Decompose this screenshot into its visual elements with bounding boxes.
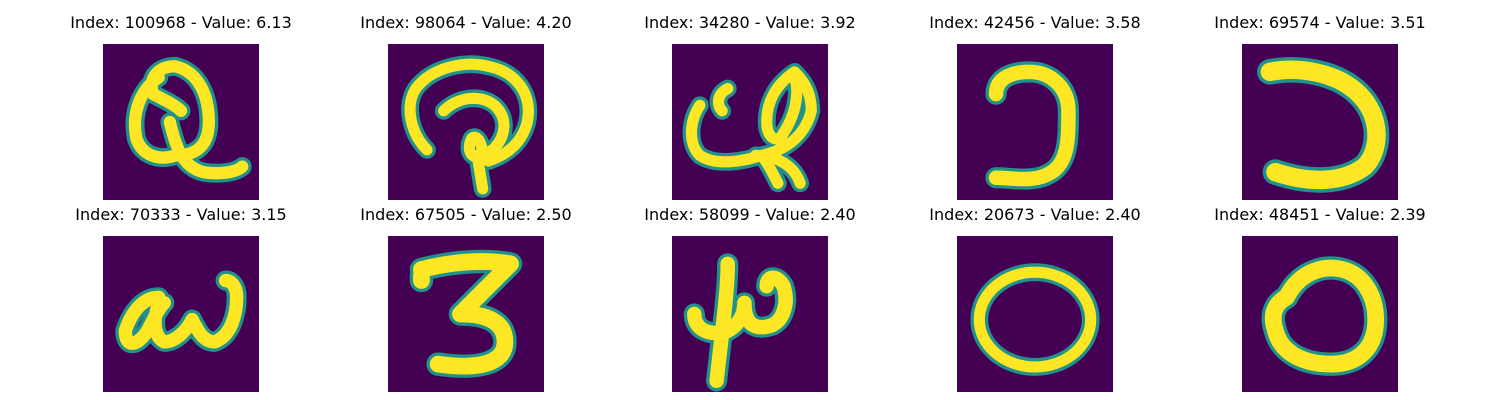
- handwritten-glyph-image: [103, 44, 259, 200]
- image-panel-1: Index: 100968 - Value: 6.13: [70, 14, 292, 200]
- image-panel-10: Index: 48451 - Value: 2.39: [1214, 206, 1426, 392]
- panel-title: Index: 69574 - Value: 3.51: [1214, 13, 1426, 32]
- panel-title: Index: 48451 - Value: 2.39: [1214, 205, 1426, 224]
- image-panel-9: Index: 20673 - Value: 2.40: [929, 206, 1141, 392]
- panel-title: Index: 42456 - Value: 3.58: [929, 13, 1141, 32]
- image-panel-5: Index: 69574 - Value: 3.51: [1214, 14, 1426, 200]
- panel-title: Index: 98064 - Value: 4.20: [360, 13, 572, 32]
- panel-title: Index: 58099 - Value: 2.40: [644, 205, 856, 224]
- image-panel-3: Index: 34280 - Value: 3.92: [644, 14, 856, 200]
- panel-title: Index: 67505 - Value: 2.50: [360, 205, 572, 224]
- handwritten-glyph-image: [388, 236, 544, 392]
- handwritten-glyph-image: [103, 236, 259, 392]
- panel-title: Index: 100968 - Value: 6.13: [70, 13, 292, 32]
- panel-title: Index: 34280 - Value: 3.92: [644, 13, 856, 32]
- handwritten-glyph-image: [672, 236, 828, 392]
- handwritten-glyph-image: [388, 44, 544, 200]
- handwritten-glyph-image: [672, 44, 828, 200]
- panel-title: Index: 20673 - Value: 2.40: [929, 205, 1141, 224]
- image-panel-2: Index: 98064 - Value: 4.20: [360, 14, 572, 200]
- image-panel-7: Index: 67505 - Value: 2.50: [360, 206, 572, 392]
- handwritten-glyph-image: [957, 44, 1113, 200]
- image-panel-8: Index: 58099 - Value: 2.40: [644, 206, 856, 392]
- image-panel-6: Index: 70333 - Value: 3.15: [75, 206, 287, 392]
- handwritten-glyph-image: [1242, 236, 1398, 392]
- handwritten-glyph-image: [957, 236, 1113, 392]
- handwritten-glyph-image: [1242, 44, 1398, 200]
- panel-title: Index: 70333 - Value: 3.15: [75, 205, 287, 224]
- image-panel-4: Index: 42456 - Value: 3.58: [929, 14, 1141, 200]
